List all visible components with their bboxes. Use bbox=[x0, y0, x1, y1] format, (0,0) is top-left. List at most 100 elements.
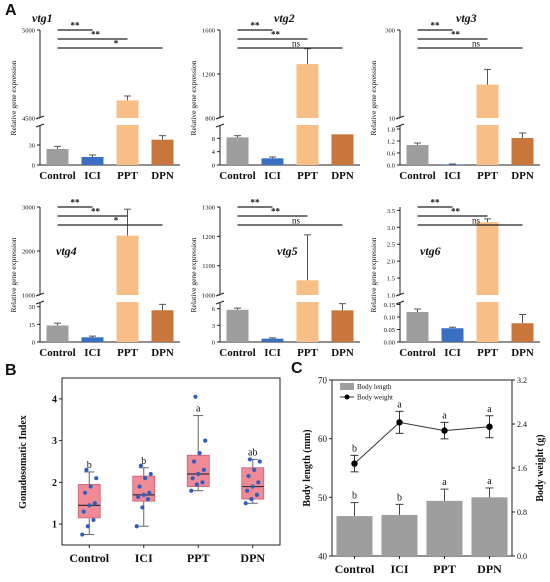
vtg5-tick-label: 0 bbox=[212, 340, 215, 347]
vtg1-bar bbox=[81, 157, 104, 165]
gsi-data-point bbox=[256, 480, 261, 485]
gsi-data-point bbox=[94, 476, 99, 481]
gsi-significance-letter: b bbox=[141, 456, 146, 467]
gsi-box bbox=[241, 467, 265, 500]
body-weight-point bbox=[396, 419, 403, 426]
vtg6-y-axis-label: Relative gene expression bbox=[369, 237, 378, 312]
gsi-significance-letter: b bbox=[87, 460, 92, 471]
vtg3-tick-label: 300 bbox=[385, 28, 395, 35]
vtg3-tick-label: 1.8 bbox=[387, 127, 395, 134]
vtg5-bar bbox=[331, 310, 354, 342]
body-length-significance-letter: a bbox=[487, 476, 492, 487]
vtg3-axis-break-mark bbox=[395, 123, 405, 128]
vtg4-significance-label: ** bbox=[71, 198, 81, 208]
vtg1-bar bbox=[46, 149, 69, 165]
vtg2-axis-break-mark bbox=[215, 123, 225, 128]
vtg6-x-tick-label: DPN bbox=[511, 347, 534, 359]
vtg6-x-tick-label: ICI bbox=[444, 347, 461, 359]
vtg4-bar bbox=[116, 302, 139, 342]
gsi-plot-frame bbox=[61, 377, 281, 546]
vtg3-x-tick-label: Control bbox=[399, 170, 435, 182]
vtg3-significance-label: ns bbox=[472, 39, 481, 49]
vtg2-tick-label: 4 bbox=[212, 149, 216, 156]
vtg5-significance-label: ** bbox=[271, 207, 281, 217]
gsi-data-point bbox=[81, 509, 86, 514]
body-length-significance-letter: a bbox=[442, 477, 447, 488]
vtg6-tick-label: 2.5 bbox=[387, 242, 395, 249]
vtg1-tick-label: 0 bbox=[32, 163, 35, 170]
vtg6-tick-label: 1.0 bbox=[387, 293, 395, 300]
vtg2-x-tick-label: DPN bbox=[331, 170, 354, 182]
vtg2-tick-label: 1600 bbox=[202, 28, 215, 35]
vtg2-significance-label: ns bbox=[292, 39, 301, 49]
vtg3-bar bbox=[476, 84, 499, 118]
body-weight-tick-label: 0.8 bbox=[517, 508, 527, 517]
vtg2-tick-label: 800 bbox=[205, 116, 215, 123]
vtg5-title: vtg5 bbox=[277, 244, 298, 258]
body-length-bar bbox=[381, 514, 418, 556]
vtg6-significance-label: ** bbox=[451, 207, 461, 217]
gsi-data-point bbox=[84, 467, 89, 472]
gsi-data-point bbox=[140, 505, 145, 510]
gsi-data-point bbox=[92, 501, 97, 506]
panel-label-c: C bbox=[291, 360, 303, 377]
gsi-data-point bbox=[80, 532, 85, 537]
vtg3-x-tick-label: PPT bbox=[477, 170, 498, 182]
gsi-data-point bbox=[193, 394, 198, 399]
vtg6-tick-label: 0.00 bbox=[384, 340, 395, 347]
vtg5-bar-break bbox=[296, 295, 319, 302]
vtg4-x-tick-label: ICI bbox=[84, 347, 101, 359]
vtg2-title: vtg2 bbox=[274, 11, 295, 25]
vtg1-bar-break bbox=[116, 118, 139, 125]
gsi-data-point bbox=[201, 467, 206, 472]
vtg4-bar bbox=[116, 235, 139, 295]
vtg3-bar bbox=[441, 164, 464, 165]
vtg2-y-axis-label: Relative gene expression bbox=[189, 60, 198, 135]
vtg2-significance-label: ** bbox=[271, 30, 281, 40]
vtg2-x-tick-label: PPT bbox=[297, 170, 318, 182]
gsi-x-tick-label: PPT bbox=[187, 551, 210, 565]
vtg5-axis-break-mark bbox=[215, 300, 225, 305]
legend-body-length-label: Body length bbox=[357, 383, 392, 391]
gsi-data-point bbox=[134, 524, 139, 529]
gsi-data-point bbox=[196, 471, 201, 477]
gsi-data-point bbox=[87, 503, 92, 508]
body-weight-significance-letter: a bbox=[487, 404, 492, 415]
body-length-tick-label: 60 bbox=[318, 434, 328, 444]
vtg1-significance-label: ** bbox=[91, 30, 101, 40]
vtg1-significance-label: ** bbox=[71, 21, 81, 31]
vtg4-tick-label: 15 bbox=[29, 322, 36, 329]
vtg6-axis-break-mark bbox=[395, 300, 405, 305]
vtg6-tick-label: 0.05 bbox=[384, 327, 395, 334]
gsi-data-point bbox=[194, 482, 199, 487]
vtg1-tick-label: 5000 bbox=[22, 28, 35, 35]
body-weight-significance-letter: b bbox=[352, 443, 357, 454]
gsi-data-point bbox=[91, 517, 96, 523]
vtg4-significance-label: * bbox=[114, 216, 119, 226]
vtg1-tick-label: 30 bbox=[29, 143, 36, 150]
vtg3-bar bbox=[406, 145, 429, 165]
vtg6-tick-label: 0.15 bbox=[384, 302, 395, 309]
body-weight-point bbox=[441, 427, 448, 434]
vtg4-x-tick-label: DPN bbox=[151, 347, 174, 359]
gsi-data-point bbox=[143, 476, 148, 481]
vtg2-bar-break bbox=[296, 118, 319, 125]
vtg4-bar-break bbox=[116, 295, 139, 302]
vtg6-significance-label: ** bbox=[431, 198, 441, 208]
vtg2-bar bbox=[226, 137, 249, 165]
vtg5-bar bbox=[296, 302, 319, 342]
vtg5-x-tick-label: ICI bbox=[264, 347, 281, 359]
vtg3-bar-break bbox=[476, 118, 499, 125]
body-length-significance-letter: b bbox=[397, 492, 402, 503]
gsi-data-point bbox=[141, 492, 146, 497]
vtg4-title: vtg4 bbox=[56, 244, 77, 258]
vtg4-bar bbox=[151, 310, 174, 342]
body-weight-point bbox=[351, 460, 358, 467]
gsi-box bbox=[132, 475, 156, 502]
vtg5-tick-label: 6 bbox=[212, 306, 216, 313]
vtg5-tick-label: 1300 bbox=[202, 205, 215, 212]
body-weight-significance-letter: a bbox=[397, 399, 402, 410]
vtg6-bar bbox=[511, 323, 534, 342]
legend-body-length-swatch bbox=[340, 383, 354, 390]
